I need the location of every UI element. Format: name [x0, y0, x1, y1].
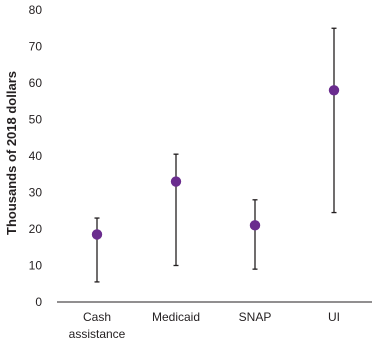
y-tick-label: 0	[35, 295, 42, 309]
data-point	[249, 220, 261, 231]
x-tick-label: Cash	[83, 310, 111, 324]
y-tick-label: 80	[29, 3, 43, 17]
x-tick-label: Medicaid	[152, 310, 200, 324]
x-tick-label: assistance	[69, 327, 126, 341]
y-tick-label: 70	[29, 40, 43, 54]
x-tick-label: SNAP	[239, 310, 272, 324]
y-axis-title: Thousands of 2018 dollars	[4, 71, 19, 235]
y-axis: 0 10 20 30 40 50 60 70 80	[29, 3, 43, 309]
y-tick-label: 20	[29, 222, 43, 236]
y-tick-label: 10	[29, 259, 43, 273]
x-axis: Cash assistance Medicaid SNAP UI	[57, 301, 372, 341]
x-tick-label: UI	[328, 310, 340, 324]
y-tick-label: 40	[29, 149, 43, 163]
data-point	[170, 176, 182, 187]
plot-area	[91, 27, 340, 283]
y-tick-label: 50	[29, 113, 43, 127]
data-point	[91, 229, 103, 240]
data-point	[328, 85, 340, 96]
y-tick-label: 30	[29, 186, 43, 200]
y-tick-label: 60	[29, 76, 43, 90]
